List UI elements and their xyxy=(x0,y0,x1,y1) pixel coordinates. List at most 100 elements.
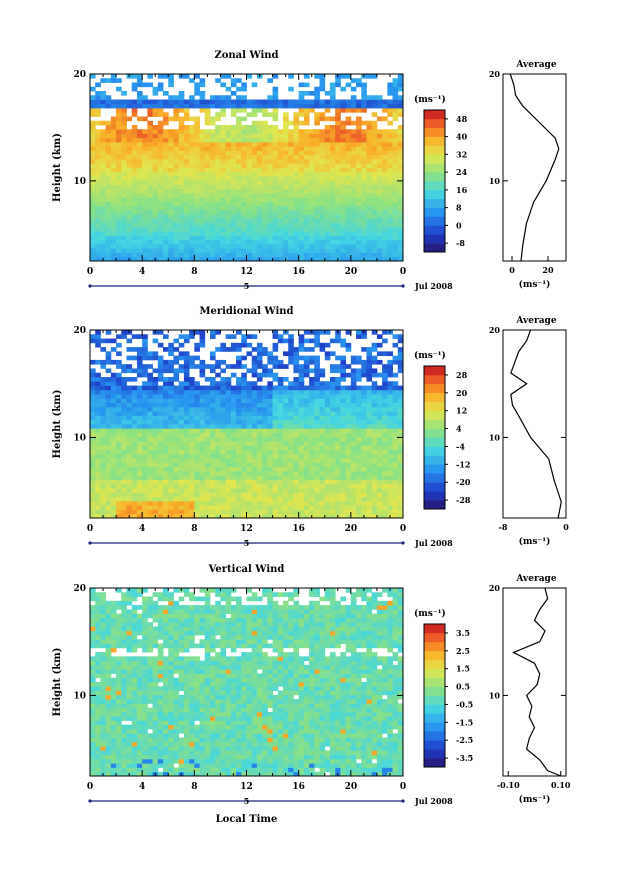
heatmap-cell xyxy=(121,462,127,468)
heatmap-cell xyxy=(110,385,117,391)
heatmap-cell xyxy=(324,239,331,245)
heatmap-cell xyxy=(204,248,211,253)
heatmap-cell xyxy=(225,385,232,391)
heatmap-cell xyxy=(157,248,164,253)
heatmap-cell xyxy=(178,163,185,168)
heatmap-cell xyxy=(157,201,164,207)
heatmap-cell xyxy=(293,171,300,177)
heatmap-cell xyxy=(100,239,107,245)
heatmap-cell xyxy=(340,398,347,404)
heatmap-cell xyxy=(116,167,122,173)
heatmap-cell xyxy=(251,142,258,147)
heatmap-cell xyxy=(397,479,404,485)
heatmap-cell xyxy=(204,116,211,122)
heatmap-cell xyxy=(204,222,211,228)
heatmap-cell xyxy=(95,458,101,463)
heatmap-cell xyxy=(209,509,216,515)
heatmap-cell xyxy=(298,342,305,348)
heatmap-cell xyxy=(277,188,284,194)
heatmap-cell xyxy=(319,436,326,442)
heatmap-cell xyxy=(298,513,305,519)
heatmap-cell xyxy=(209,116,216,122)
heatmap-cell xyxy=(246,193,253,198)
heatmap-cell xyxy=(152,449,159,455)
colorbar-segment xyxy=(424,446,445,456)
heatmap-cell xyxy=(126,449,133,455)
heatmap-cell xyxy=(319,103,326,109)
heatmap-cell xyxy=(105,244,112,249)
heatmap-cell xyxy=(194,441,200,446)
heatmap-cell xyxy=(220,441,227,446)
heatmap-cell xyxy=(319,449,326,455)
heatmap-cell xyxy=(267,163,273,168)
heatmap-cell xyxy=(241,462,247,468)
heatmap-cell xyxy=(288,509,294,515)
heatmap-cell xyxy=(335,381,341,386)
heatmap-cell xyxy=(350,103,357,109)
heatmap-cell xyxy=(110,252,117,258)
heatmap-cell xyxy=(105,475,112,480)
heatmap-cell xyxy=(121,112,127,117)
heatmap-cell xyxy=(163,163,169,168)
heatmap-cell xyxy=(126,492,133,498)
heatmap-cell xyxy=(236,449,242,455)
heatmap-cell xyxy=(277,99,284,105)
heatmap-cell xyxy=(110,163,117,168)
heatmap-cell xyxy=(277,176,284,181)
heatmap-cell xyxy=(90,372,96,378)
heatmap-cell xyxy=(194,402,200,408)
heatmap-cell xyxy=(225,154,232,160)
heatmap-cell xyxy=(345,218,352,224)
heatmap-cell xyxy=(350,227,357,232)
colorbar-tick-label: -12 xyxy=(456,459,470,469)
heatmap-cell xyxy=(178,108,185,113)
heatmap-cell xyxy=(382,201,388,207)
heatmap-cell xyxy=(324,201,331,207)
heatmap-cell xyxy=(314,462,320,468)
heatmap-cell xyxy=(178,462,185,468)
heatmap-cell xyxy=(246,505,253,510)
heatmap-cell xyxy=(361,402,367,408)
heatmap-cell xyxy=(136,385,143,391)
heatmap-cell xyxy=(225,479,232,485)
heatmap-cell xyxy=(116,462,122,468)
heatmap-cell xyxy=(298,184,305,190)
heatmap-cell xyxy=(152,466,159,472)
heatmap-cell xyxy=(298,432,305,438)
heatmap-cell xyxy=(256,108,263,113)
heatmap-cell xyxy=(340,492,347,498)
heatmap-cell xyxy=(163,116,169,122)
heatmap-cell xyxy=(189,492,195,498)
heatmap-cell xyxy=(110,771,117,777)
heatmap-cell xyxy=(361,428,367,433)
heatmap-cell xyxy=(267,398,273,404)
heatmap-cell xyxy=(131,227,138,232)
heatmap-cell xyxy=(110,103,117,109)
heatmap-cell xyxy=(116,235,122,241)
heatmap-cell xyxy=(345,428,352,433)
heatmap-cell xyxy=(371,436,378,442)
heatmap-cell xyxy=(366,205,373,211)
heatmap-cell xyxy=(110,377,117,382)
heatmap-cell xyxy=(283,248,289,253)
heatmap-cell xyxy=(95,462,101,468)
heatmap-cell xyxy=(329,411,336,416)
heatmap-cell xyxy=(194,180,200,185)
heatmap-cell xyxy=(136,334,143,339)
heatmap-cell xyxy=(100,466,107,472)
heatmap-cell xyxy=(194,116,200,122)
heatmap-cell xyxy=(392,492,399,498)
heatmap-cell xyxy=(116,394,122,399)
heatmap-cell xyxy=(236,411,242,416)
heatmap-cell xyxy=(251,402,258,408)
heatmap-cell xyxy=(225,334,232,339)
heatmap-cell xyxy=(220,133,227,139)
heatmap-cell xyxy=(100,432,107,438)
heatmap-cell xyxy=(105,660,112,666)
heatmap-cell xyxy=(303,462,310,468)
heatmap-cell xyxy=(110,398,117,404)
heatmap-cell xyxy=(319,235,326,241)
heatmap-cell xyxy=(183,488,190,493)
heatmap-cell xyxy=(256,411,263,416)
heatmap-cell xyxy=(371,381,378,386)
